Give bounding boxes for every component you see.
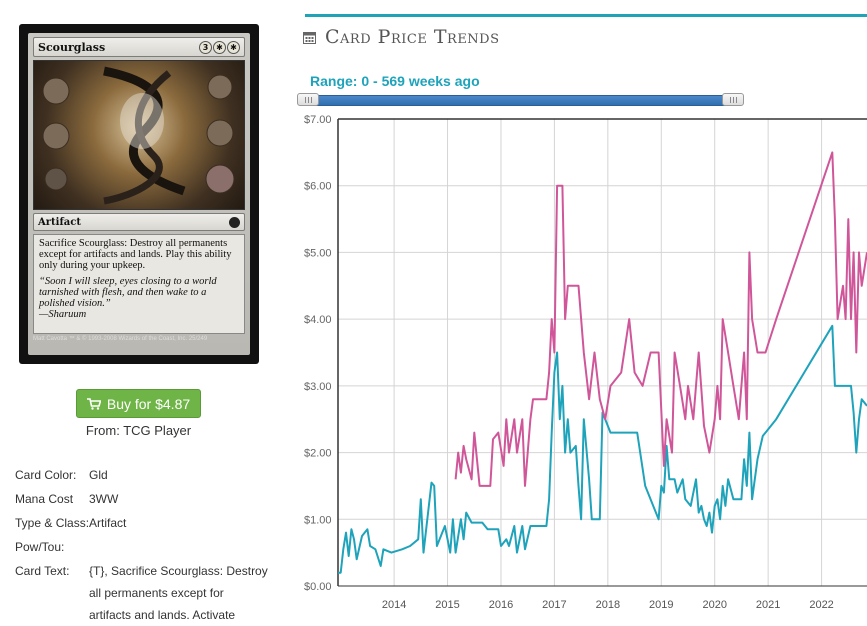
y-tick-label: $0.00 bbox=[304, 581, 332, 593]
x-tick-label: 2021 bbox=[756, 599, 780, 611]
y-tick-label: $2.00 bbox=[304, 448, 332, 460]
calendar-icon bbox=[303, 31, 316, 44]
x-tick-label: 2014 bbox=[382, 599, 406, 611]
y-tick-label: $4.00 bbox=[304, 314, 332, 326]
y-tick-label: $3.00 bbox=[304, 381, 332, 393]
x-tick-label: 2016 bbox=[489, 599, 513, 611]
set-symbol-icon bbox=[229, 216, 240, 228]
price-source: From: TCG Player bbox=[85, 423, 192, 438]
y-tick-label: $6.00 bbox=[304, 181, 332, 193]
card-type-bar: Artifact bbox=[33, 213, 245, 231]
range-slider-end-handle[interactable] bbox=[722, 93, 744, 106]
y-tick-label: $7.00 bbox=[304, 114, 332, 126]
card-frame: Scourglass 3 ✱ ✱ Artifact bbox=[28, 33, 250, 355]
mana-generic-icon: 3 bbox=[199, 40, 212, 54]
mana-cost-value: 3WW bbox=[89, 492, 119, 506]
card-rules-text: Sacrifice Scourglass: Destroy all perman… bbox=[39, 238, 232, 271]
x-tick-label: 2018 bbox=[596, 599, 620, 611]
card-art bbox=[33, 60, 245, 210]
range-slider-track[interactable] bbox=[306, 95, 736, 106]
card-title-bar: Scourglass 3 ✱ ✱ bbox=[33, 37, 245, 57]
price-line-series-1 bbox=[338, 324, 867, 574]
section-title: Card Price Trends bbox=[325, 26, 500, 48]
x-tick-label: 2022 bbox=[809, 599, 833, 611]
type-class-value: Artifact bbox=[89, 516, 127, 530]
x-tick-label: 2017 bbox=[542, 599, 566, 611]
price-line-series-2 bbox=[454, 151, 867, 487]
card-image: Scourglass 3 ✱ ✱ Artifact bbox=[19, 24, 259, 364]
buy-button[interactable]: Buy for $4.87 bbox=[76, 389, 201, 418]
card-name: Scourglass bbox=[38, 40, 106, 54]
card-copyright: ™ & © 1993-2008 Wizards of the Coast, In… bbox=[68, 336, 208, 342]
mana-cost-label: Mana Cost bbox=[15, 492, 74, 506]
card-flavor-text: “Soon I will sleep, eyes closing to a wo… bbox=[39, 276, 217, 320]
card-type-line: Artifact bbox=[38, 216, 81, 228]
card-footer: Matt Cavotta ™ & © 1993-2008 Wizards of … bbox=[33, 336, 245, 342]
section-header: Card Price Trends bbox=[303, 26, 500, 48]
range-label: Range: 0 - 569 weeks ago bbox=[310, 73, 480, 89]
price-chart: $0.00 $1.00 $2.00 $3.00 $4.00 $5.00 $6.00 $7.00… bbox=[304, 114, 867, 611]
section-divider bbox=[305, 14, 867, 17]
card-artist: Matt Cavotta bbox=[33, 336, 68, 342]
pow-tou-label: Pow/Tou: bbox=[15, 540, 65, 554]
y-tick-label: $1.00 bbox=[304, 514, 332, 526]
card-art-illustration bbox=[42, 66, 235, 205]
card-text-label: Card Text: bbox=[15, 564, 70, 578]
x-tick-label: 2019 bbox=[649, 599, 673, 611]
mana-symbols: 3 ✱ ✱ bbox=[199, 40, 240, 54]
card-textbox: Sacrifice Scourglass: Destroy all perman… bbox=[33, 234, 245, 334]
card-color-label: Card Color: bbox=[15, 468, 77, 482]
cart-icon bbox=[86, 397, 101, 410]
x-tick-label: 2020 bbox=[702, 599, 726, 611]
y-tick-label: $5.00 bbox=[304, 247, 332, 259]
x-tick-label: 2015 bbox=[435, 599, 459, 611]
card-color-value: Gld bbox=[89, 468, 108, 482]
range-slider-start-handle[interactable] bbox=[297, 93, 319, 106]
mana-white-icon: ✱ bbox=[213, 40, 226, 54]
type-class-label: Type & Class: bbox=[15, 516, 90, 530]
buy-button-label: Buy for $4.87 bbox=[106, 395, 191, 412]
card-text-value: {T}, Sacrifice Scourglass: Destroy all p… bbox=[89, 564, 268, 622]
mana-white-icon: ✱ bbox=[227, 40, 240, 54]
